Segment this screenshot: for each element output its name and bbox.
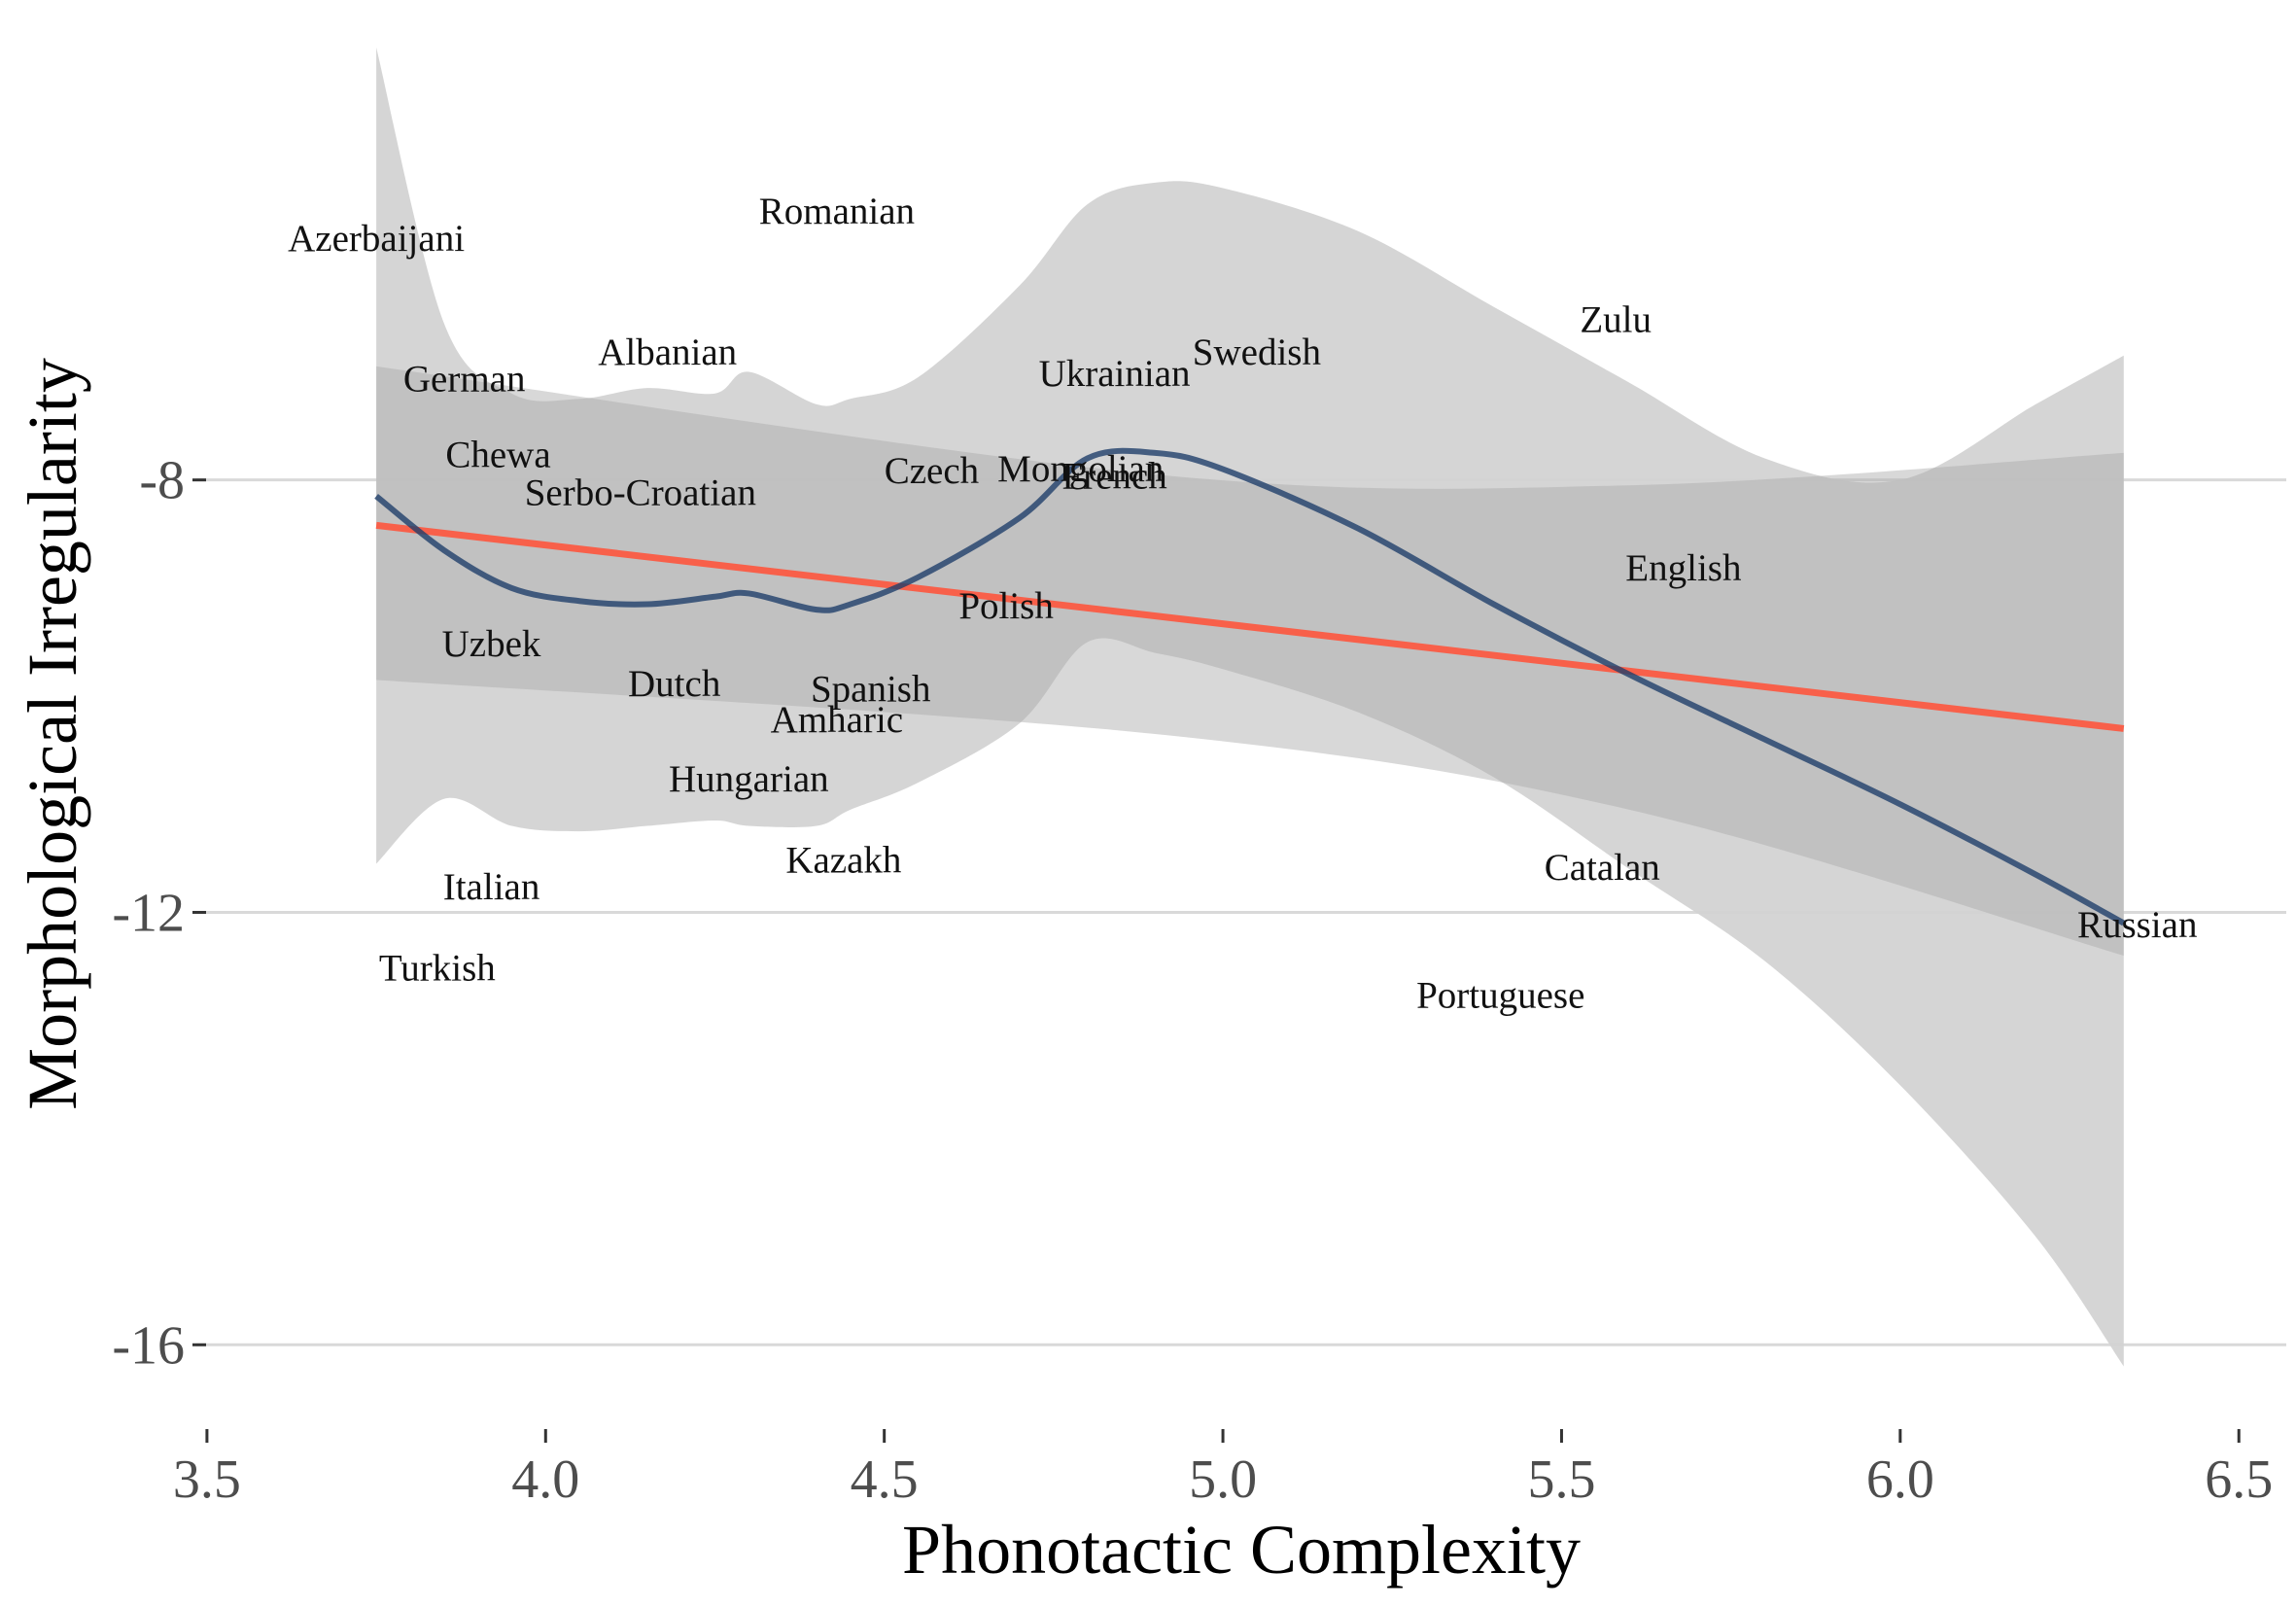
point-label-russian: Russian: [2077, 904, 2198, 946]
x-tick-label-0: 3.5: [173, 1450, 241, 1510]
point-label-catalan: Catalan: [1545, 847, 1660, 889]
y-tick-label-0: -8: [139, 451, 185, 511]
linear-fit-line: [375, 521, 2125, 732]
point-label-zulu: Zulu: [1580, 298, 1652, 340]
loess-confidence-band: [376, 47, 2124, 1367]
point-label-kazakh: Kazakh: [785, 839, 901, 881]
loess-fit-line: [374, 447, 2126, 926]
x-tick-label-2: 4.5: [851, 1450, 919, 1510]
linear-confidence-band: [376, 366, 2124, 956]
point-label-serbo-croatian: Serbo-Croatian: [525, 472, 756, 513]
point-label-swedish: Swedish: [1193, 332, 1321, 373]
point-label-uzbek: Uzbek: [442, 623, 541, 665]
fit-lines: [374, 447, 2126, 926]
y-axis-title: Morphological Irregularity: [14, 358, 91, 1110]
x-tick-label-1: 4.0: [511, 1450, 579, 1510]
point-label-turkish: Turkish: [379, 948, 496, 990]
point-label-hungarian: Hungarian: [669, 758, 829, 800]
point-label-czech: Czech: [885, 450, 979, 492]
point-label-dutch: Dutch: [628, 663, 720, 705]
point-label-english: English: [1625, 547, 1741, 589]
point-label-italian: Italian: [443, 866, 540, 908]
x-axis-title: Phonotactic Complexity: [902, 1511, 1581, 1589]
point-label-polish: Polish: [958, 585, 1054, 627]
point-label-azerbaijani: Azerbaijani: [288, 218, 465, 260]
point-label-albanian: Albanian: [598, 332, 737, 373]
language-labels: Azerbaijani Romanian German Albanian ChewaSe…: [288, 191, 2197, 1016]
x-tick-label-3: 5.0: [1189, 1450, 1257, 1510]
point-label-mongolian: Mongolian: [997, 448, 1164, 490]
point-label-ukrainian: Ukrainian: [1039, 353, 1191, 395]
x-tick-label-6: 6.5: [2205, 1450, 2273, 1510]
point-label-spanish: Spanish: [811, 669, 931, 711]
y-tick-label-1: -12: [112, 883, 185, 943]
x-axis: 3.5 4.0 4.5 5.0 5.5 6.0 6.5: [173, 1429, 2273, 1510]
point-label-amharic: Amharic: [771, 699, 903, 741]
point-label-french: French: [1061, 456, 1166, 498]
point-label-chewa: Chewa: [445, 434, 550, 475]
y-axis: -8 -12 -16: [112, 451, 206, 1376]
x-tick-label-5: 6.0: [1866, 1450, 1934, 1510]
point-label-portuguese: Portuguese: [1416, 974, 1584, 1016]
point-label-german: German: [403, 359, 526, 401]
x-tick-label-4: 5.5: [1527, 1450, 1595, 1510]
y-tick-label-2: -16: [112, 1315, 185, 1376]
confidence-bands: [376, 47, 2124, 1367]
point-label-romanian: Romanian: [759, 191, 915, 232]
